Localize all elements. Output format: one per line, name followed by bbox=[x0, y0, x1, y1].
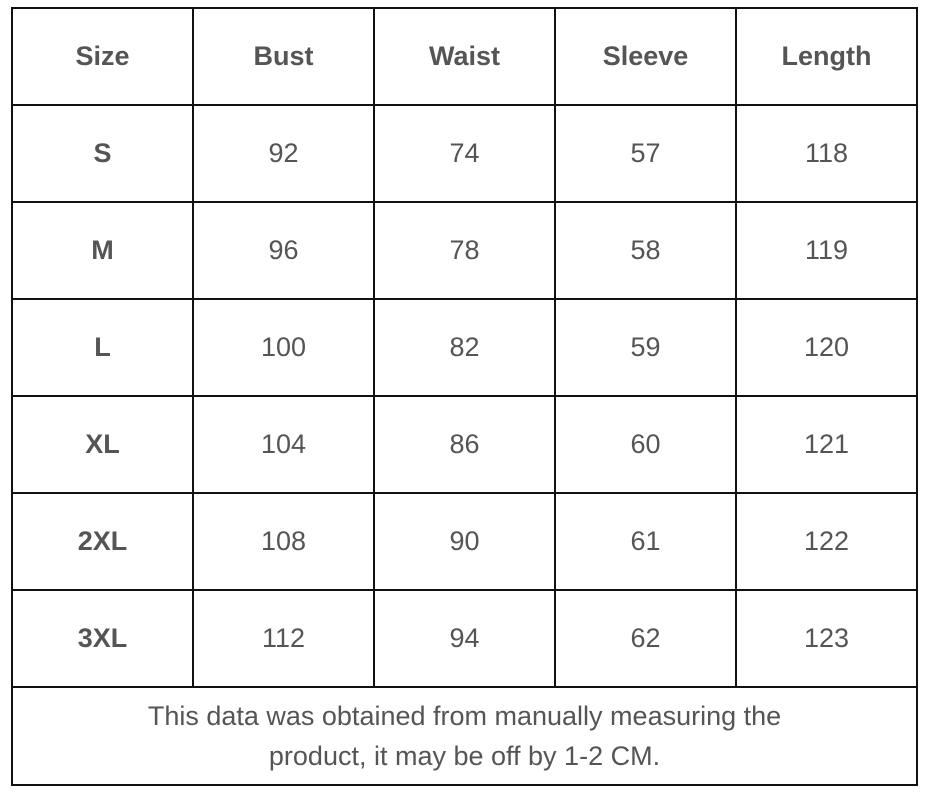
table-row: 3XL 112 94 62 123 bbox=[11, 589, 918, 688]
table-row: 2XL 108 90 61 122 bbox=[11, 492, 918, 591]
header-waist: Waist bbox=[373, 7, 556, 106]
header-sleeve: Sleeve bbox=[554, 7, 737, 106]
header-bust: Bust bbox=[192, 7, 375, 106]
table-row: S 92 74 57 118 bbox=[11, 104, 918, 203]
cell-length: 122 bbox=[735, 492, 918, 591]
cell-waist: 78 bbox=[373, 201, 556, 300]
cell-waist: 86 bbox=[373, 395, 556, 494]
table-row: M 96 78 58 119 bbox=[11, 201, 918, 300]
cell-bust: 92 bbox=[192, 104, 375, 203]
cell-bust: 112 bbox=[192, 589, 375, 688]
cell-size: XL bbox=[11, 395, 194, 494]
cell-waist: 94 bbox=[373, 589, 556, 688]
cell-size: M bbox=[11, 201, 194, 300]
cell-sleeve: 61 bbox=[554, 492, 737, 591]
header-size: Size bbox=[11, 7, 194, 106]
measurement-note: This data was obtained from manually mea… bbox=[11, 686, 918, 786]
note-line-1: This data was obtained from manually mea… bbox=[147, 701, 782, 731]
size-chart-table: Size Bust Waist Sleeve Length S 92 74 57 118… bbox=[11, 7, 918, 786]
cell-sleeve: 59 bbox=[554, 298, 737, 397]
cell-size: 2XL bbox=[11, 492, 194, 591]
cell-bust: 100 bbox=[192, 298, 375, 397]
cell-length: 123 bbox=[735, 589, 918, 688]
cell-waist: 90 bbox=[373, 492, 556, 591]
cell-sleeve: 57 bbox=[554, 104, 737, 203]
note-line-2: product, it may be off by 1-2 CM. bbox=[268, 741, 661, 771]
table-row: XL 104 86 60 121 bbox=[11, 395, 918, 494]
cell-bust: 108 bbox=[192, 492, 375, 591]
header-row: Size Bust Waist Sleeve Length bbox=[11, 7, 918, 106]
header-length: Length bbox=[735, 7, 918, 106]
cell-size: S bbox=[11, 104, 194, 203]
cell-size: 3XL bbox=[11, 589, 194, 688]
cell-sleeve: 60 bbox=[554, 395, 737, 494]
cell-waist: 74 bbox=[373, 104, 556, 203]
cell-sleeve: 62 bbox=[554, 589, 737, 688]
cell-length: 120 bbox=[735, 298, 918, 397]
cell-bust: 96 bbox=[192, 201, 375, 300]
table-row: L 100 82 59 120 bbox=[11, 298, 918, 397]
note-row: This data was obtained from manually mea… bbox=[11, 686, 918, 786]
cell-length: 121 bbox=[735, 395, 918, 494]
cell-length: 118 bbox=[735, 104, 918, 203]
cell-length: 119 bbox=[735, 201, 918, 300]
cell-bust: 104 bbox=[192, 395, 375, 494]
cell-waist: 82 bbox=[373, 298, 556, 397]
cell-sleeve: 58 bbox=[554, 201, 737, 300]
cell-size: L bbox=[11, 298, 194, 397]
